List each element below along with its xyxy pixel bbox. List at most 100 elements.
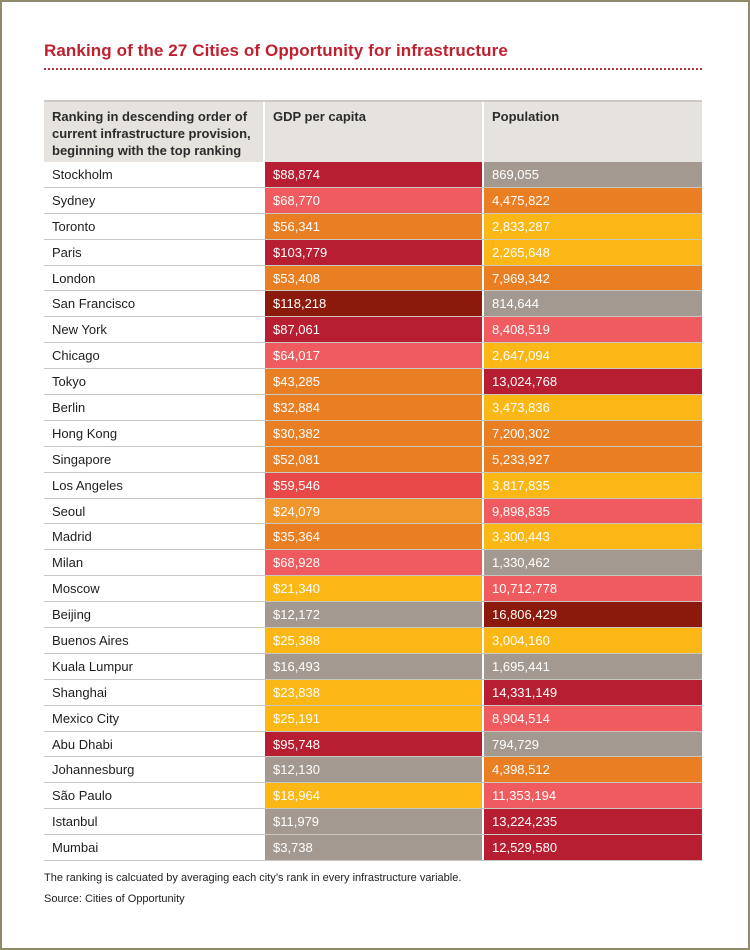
city-name-cell: Seoul [44, 498, 263, 524]
gdp-per-capita-cell: $35,364 [263, 524, 482, 550]
population-cell: 3,300,443 [482, 524, 702, 550]
table-row: Kuala Lumpur $16,493 1,695,441 [44, 653, 702, 680]
population-cell: 2,833,287 [482, 213, 702, 239]
table-body: Stockholm $88,874 869,055 Sydney $68,770 4,47… [44, 162, 702, 862]
gdp-per-capita-cell: $11,979 [263, 809, 482, 835]
table-row: Singapore $52,081 5,233,927 [44, 446, 702, 473]
table-row: Mexico City $25,191 8,904,514 [44, 705, 702, 732]
table-row: Johannesburg $12,130 4,398,512 [44, 757, 702, 784]
city-name-cell: São Paulo [44, 783, 263, 809]
population-cell: 869,055 [482, 162, 702, 187]
city-name-cell: Beijing [44, 602, 263, 628]
table-row: Moscow $21,340 10,712,778 [44, 576, 702, 603]
gdp-per-capita-cell: $25,388 [263, 628, 482, 653]
page-title: Ranking of the 27 Cities of Opportunity … [44, 41, 508, 60]
header-gdp-per-capita: GDP per capita [263, 102, 482, 162]
city-name-cell: Johannesburg [44, 757, 263, 783]
gdp-per-capita-cell: $25,191 [263, 705, 482, 731]
gdp-per-capita-cell: $52,081 [263, 446, 482, 472]
population-cell: 10,712,778 [482, 576, 702, 602]
table-row: Seoul $24,079 9,898,835 [44, 498, 702, 525]
population-cell: 7,200,302 [482, 420, 702, 446]
gdp-per-capita-cell: $59,546 [263, 472, 482, 498]
footnote: The ranking is calcuated by averaging ea… [44, 872, 462, 884]
city-name-cell: Kuala Lumpur [44, 653, 263, 679]
population-cell: 814,644 [482, 291, 702, 317]
population-cell: 1,330,462 [482, 550, 702, 576]
gdp-per-capita-cell: $30,382 [263, 420, 482, 446]
city-name-cell: Paris [44, 239, 263, 265]
population-cell: 3,817,835 [482, 472, 702, 498]
table-row: Sydney $68,770 4,475,822 [44, 187, 702, 214]
table-row: Shanghai $23,838 14,331,149 [44, 679, 702, 706]
ranking-table: Ranking in descending order of current i… [44, 100, 702, 862]
city-name-cell: Milan [44, 550, 263, 576]
header-population: Population [482, 102, 702, 162]
table-header: Ranking in descending order of current i… [44, 100, 702, 162]
city-name-cell: Abu Dhabi [44, 731, 263, 757]
gdp-per-capita-cell: $43,285 [263, 369, 482, 395]
gdp-per-capita-cell: $21,340 [263, 576, 482, 602]
population-cell: 794,729 [482, 731, 702, 757]
population-cell: 4,398,512 [482, 757, 702, 783]
population-cell: 8,408,519 [482, 317, 702, 343]
population-cell: 14,331,149 [482, 679, 702, 705]
table-row: Madrid $35,364 3,300,443 [44, 524, 702, 551]
table-row: Berlin $32,884 3,473,836 [44, 395, 702, 421]
population-cell: 12,529,580 [482, 835, 702, 861]
city-name-cell: Mexico City [44, 705, 263, 731]
city-name-cell: Tokyo [44, 369, 263, 395]
gdp-per-capita-cell: $16,493 [263, 653, 482, 679]
gdp-per-capita-cell: $68,770 [263, 187, 482, 213]
city-name-cell: Madrid [44, 524, 263, 550]
city-name-cell: Hong Kong [44, 420, 263, 446]
table-row: Abu Dhabi $95,748 794,729 [44, 731, 702, 758]
table-row: London $53,408 7,969,342 [44, 265, 702, 292]
population-cell: 2,265,648 [482, 239, 702, 265]
gdp-per-capita-cell: $12,130 [263, 757, 482, 783]
city-name-cell: Toronto [44, 213, 263, 239]
table-row: Tokyo $43,285 13,024,768 [44, 369, 702, 396]
population-cell: 5,233,927 [482, 446, 702, 472]
gdp-per-capita-cell: $23,838 [263, 679, 482, 705]
gdp-per-capita-cell: $12,172 [263, 602, 482, 628]
table-row: Istanbul $11,979 13,224,235 [44, 809, 702, 836]
population-cell: 4,475,822 [482, 187, 702, 213]
population-cell: 2,647,094 [482, 343, 702, 369]
title-dotted-divider [44, 68, 702, 70]
gdp-per-capita-cell: $32,884 [263, 395, 482, 420]
gdp-per-capita-cell: $3,738 [263, 835, 482, 861]
city-name-cell: Sydney [44, 187, 263, 213]
city-name-cell: Los Angeles [44, 472, 263, 498]
gdp-per-capita-cell: $64,017 [263, 343, 482, 369]
city-name-cell: London [44, 265, 263, 291]
population-cell: 13,224,235 [482, 809, 702, 835]
table-row: Paris $103,779 2,265,648 [44, 239, 702, 266]
table-row: New York $87,061 8,408,519 [44, 317, 702, 344]
city-name-cell: San Francisco [44, 291, 263, 317]
gdp-per-capita-cell: $56,341 [263, 213, 482, 239]
city-name-cell: New York [44, 317, 263, 343]
table-row: São Paulo $18,964 11,353,194 [44, 783, 702, 810]
gdp-per-capita-cell: $103,779 [263, 239, 482, 265]
population-cell: 16,806,429 [482, 602, 702, 628]
gdp-per-capita-cell: $24,079 [263, 498, 482, 524]
city-name-cell: Singapore [44, 446, 263, 472]
city-name-cell: Shanghai [44, 679, 263, 705]
gdp-per-capita-cell: $18,964 [263, 783, 482, 809]
gdp-per-capita-cell: $95,748 [263, 731, 482, 757]
population-cell: 7,969,342 [482, 265, 702, 291]
table-row: Mumbai $3,738 12,529,580 [44, 835, 702, 862]
table-row: Milan $68,928 1,330,462 [44, 550, 702, 577]
city-name-cell: Stockholm [44, 162, 263, 187]
gdp-per-capita-cell: $53,408 [263, 265, 482, 291]
city-name-cell: Moscow [44, 576, 263, 602]
table-row: Beijing $12,172 16,806,429 [44, 602, 702, 629]
city-name-cell: Istanbul [44, 809, 263, 835]
gdp-per-capita-cell: $88,874 [263, 162, 482, 187]
population-cell: 3,473,836 [482, 395, 702, 420]
source-note: Source: Cities of Opportunity [44, 893, 185, 905]
population-cell: 1,695,441 [482, 653, 702, 679]
population-cell: 8,904,514 [482, 705, 702, 731]
